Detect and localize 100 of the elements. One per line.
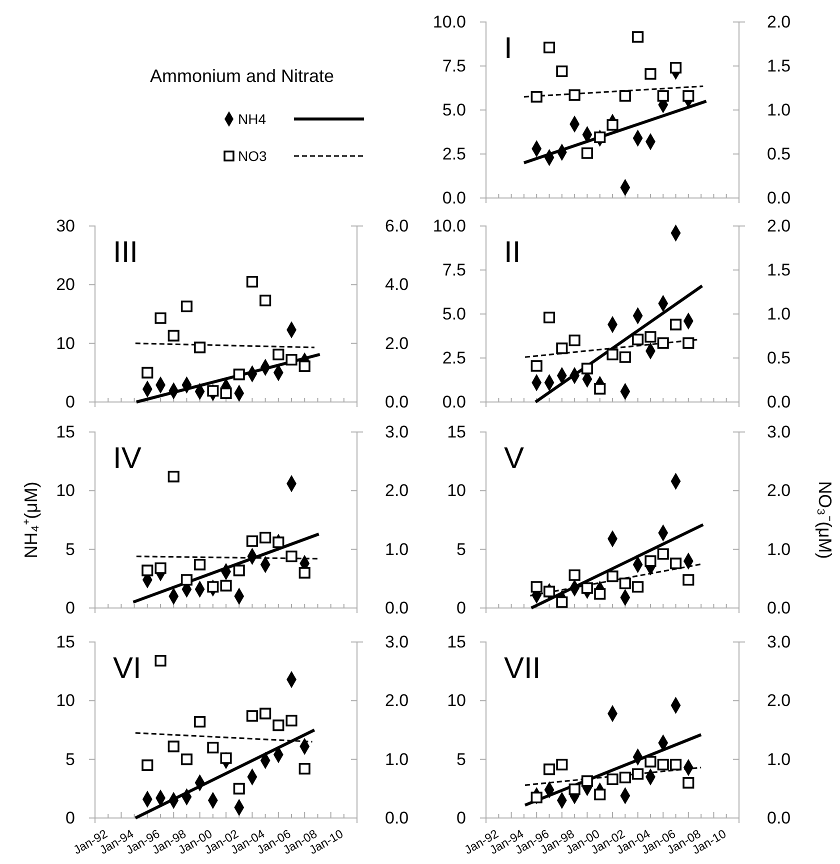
y-tick-label: 0.0 — [442, 188, 466, 208]
y2-tick-label: 2.0 — [385, 691, 409, 710]
point — [272, 536, 284, 548]
point — [207, 581, 219, 593]
y-tick-label: 5.0 — [442, 304, 466, 324]
chart-title: III — [113, 236, 138, 269]
legend-title: Ammonium and Nitrate — [150, 66, 334, 86]
y2-tick-label: 0.0 — [767, 808, 791, 828]
y-tick-label: 20 — [56, 275, 75, 294]
point — [272, 348, 284, 360]
point — [594, 132, 606, 144]
point — [619, 351, 631, 363]
point — [530, 581, 542, 593]
y2-tick-label: 1.0 — [767, 100, 791, 120]
y-tick-label: 2.5 — [442, 348, 466, 368]
y2-tick-label: 2.0 — [767, 12, 791, 32]
point — [594, 588, 606, 600]
point — [606, 570, 618, 582]
chart-title: VI — [113, 652, 142, 685]
point — [154, 312, 166, 324]
chart-title: IV — [113, 442, 142, 475]
point — [260, 708, 272, 720]
y2-tick-label: 3.0 — [385, 422, 409, 442]
point — [233, 564, 245, 576]
point — [272, 720, 284, 732]
y2-tick-label: 2.0 — [385, 481, 409, 500]
point — [682, 777, 694, 789]
y-tick-label: 0 — [456, 808, 466, 828]
point — [632, 768, 644, 780]
chart-title: II — [504, 236, 521, 269]
point — [298, 360, 310, 372]
point — [619, 90, 631, 102]
point — [530, 792, 542, 804]
point — [180, 574, 192, 586]
y2-tick-label: 1.0 — [767, 750, 791, 769]
point — [544, 312, 556, 324]
y-tick-label: 15 — [447, 422, 466, 442]
point — [220, 752, 232, 764]
point — [568, 334, 580, 346]
point — [298, 567, 310, 579]
point — [194, 558, 206, 570]
y-tick-label: 10 — [56, 691, 75, 710]
point — [260, 294, 272, 306]
y-tick-label: 10.0 — [432, 12, 466, 32]
y-tick-label: 15 — [56, 632, 75, 652]
point — [644, 331, 656, 343]
point — [606, 119, 618, 131]
y2-tick-label: 1.0 — [385, 540, 409, 559]
y2-tick-label: 1.0 — [767, 540, 791, 559]
point — [670, 758, 682, 770]
point — [246, 710, 258, 722]
point — [220, 387, 232, 399]
point — [142, 759, 154, 771]
y2-tick-label: 1.5 — [767, 56, 791, 76]
chart-title: V — [504, 442, 524, 475]
legend-label: NO3 — [238, 148, 267, 164]
y-tick-label: 10.0 — [432, 216, 466, 236]
point — [286, 714, 298, 726]
y-tick-label: 10 — [56, 334, 75, 353]
point — [180, 300, 192, 312]
point — [233, 368, 245, 380]
point — [682, 574, 694, 586]
point — [581, 582, 593, 594]
point — [657, 90, 669, 102]
y2-tick-label: 2.0 — [767, 216, 791, 236]
point — [682, 90, 694, 102]
y-tick-label: 5 — [66, 750, 75, 769]
point — [220, 580, 232, 592]
y2-tick-label: 1.0 — [767, 304, 791, 324]
y-tick-label: 10 — [447, 691, 466, 710]
y-tick-label: 5.0 — [442, 100, 466, 120]
point — [154, 562, 166, 574]
point — [657, 548, 669, 560]
y-tick-label: 0 — [456, 598, 466, 618]
point — [260, 532, 272, 544]
point — [154, 655, 166, 667]
y2-tick-label: 2.0 — [767, 481, 791, 500]
y-axis-title: NH₄⁺(μM) — [21, 482, 41, 558]
point — [544, 42, 556, 54]
point — [581, 362, 593, 374]
y2-tick-label: 0.0 — [767, 598, 791, 618]
point — [207, 742, 219, 754]
y-tick-label: 5 — [456, 750, 466, 769]
y-tick-label: 0 — [66, 392, 75, 412]
point — [246, 276, 258, 288]
point — [544, 586, 556, 598]
point — [168, 470, 180, 482]
y2-tick-label: 3.0 — [385, 632, 409, 652]
y2-tick-label: 2.0 — [767, 691, 791, 710]
point — [606, 348, 618, 360]
y-tick-label: 0.0 — [442, 392, 466, 412]
point — [632, 581, 644, 593]
point — [657, 758, 669, 770]
legend-label: NH4 — [238, 111, 266, 127]
y-tick-label: 2.5 — [442, 144, 466, 164]
y2-tick-label: 3.0 — [767, 422, 791, 442]
point — [168, 330, 180, 342]
point — [556, 596, 568, 608]
chart-title: VII — [504, 652, 541, 685]
point — [286, 354, 298, 366]
